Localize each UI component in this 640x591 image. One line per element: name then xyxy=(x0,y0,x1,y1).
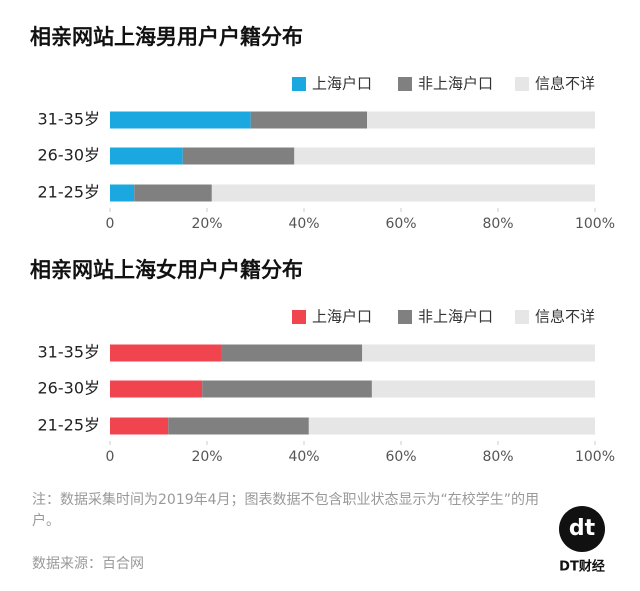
x-tick-label: 80% xyxy=(482,449,513,465)
bar-segment xyxy=(134,184,212,202)
category-label: 21-25岁 xyxy=(38,183,101,202)
x-tick-label: 20% xyxy=(191,216,222,232)
category-label: 31-35岁 xyxy=(38,343,101,362)
x-tick-label: 60% xyxy=(385,216,416,232)
x-tick-label: 100% xyxy=(575,216,615,232)
legend-label: 信息不详 xyxy=(535,75,595,93)
legend-label: 上海户口 xyxy=(312,308,372,326)
bar-segment xyxy=(294,147,595,165)
category-label: 31-35岁 xyxy=(38,110,101,129)
x-tick-label: 100% xyxy=(575,449,615,465)
bar-segment xyxy=(362,344,595,362)
logo-badge xyxy=(559,506,605,552)
legend-swatch xyxy=(515,310,529,324)
footnote: 注：数据采集时间为2019年4月；图表数据不包含职业状态显示为“在校学生”的用户… xyxy=(32,492,540,529)
legend-label: 上海户口 xyxy=(312,75,372,93)
bar-segment xyxy=(110,344,222,362)
bar-segment xyxy=(367,111,595,129)
bar-segment xyxy=(110,147,183,165)
bar-segment xyxy=(308,417,595,435)
logo-mark: dt xyxy=(569,516,596,541)
x-tick-label: 60% xyxy=(385,449,416,465)
source: 数据来源：百合网 xyxy=(32,556,144,572)
chart-title: 相亲网站上海男用户户籍分布 xyxy=(30,25,303,49)
logo-text: DT财经 xyxy=(559,559,605,575)
legend-label: 非上海户口 xyxy=(418,308,493,326)
legend-swatch xyxy=(292,77,306,91)
bar-segment xyxy=(110,417,169,435)
x-tick-label: 40% xyxy=(288,216,319,232)
bar-segment xyxy=(221,344,363,362)
bar-segment xyxy=(371,380,595,398)
x-tick-label: 0 xyxy=(106,449,115,465)
chart-title: 相亲网站上海女用户户籍分布 xyxy=(30,258,303,282)
bar-segment xyxy=(110,111,251,129)
bar-segment xyxy=(202,380,372,398)
bar-segment xyxy=(182,147,295,165)
legend-swatch xyxy=(398,77,412,91)
bar-segment xyxy=(211,184,595,202)
x-tick-label: 0 xyxy=(106,216,115,232)
category-label: 26-30岁 xyxy=(38,146,101,165)
x-tick-label: 40% xyxy=(288,449,319,465)
x-tick-label: 80% xyxy=(482,216,513,232)
legend-swatch xyxy=(515,77,529,91)
x-tick-label: 20% xyxy=(191,449,222,465)
category-label: 26-30岁 xyxy=(38,379,101,398)
bar-segment xyxy=(110,184,135,202)
legend-label: 信息不详 xyxy=(535,308,595,326)
bar-segment xyxy=(250,111,368,129)
legend-label: 非上海户口 xyxy=(418,75,493,93)
category-label: 21-25岁 xyxy=(38,416,101,435)
legend-swatch xyxy=(292,310,306,324)
bar-segment xyxy=(168,417,309,435)
bar-segment xyxy=(110,380,203,398)
legend-swatch xyxy=(398,310,412,324)
